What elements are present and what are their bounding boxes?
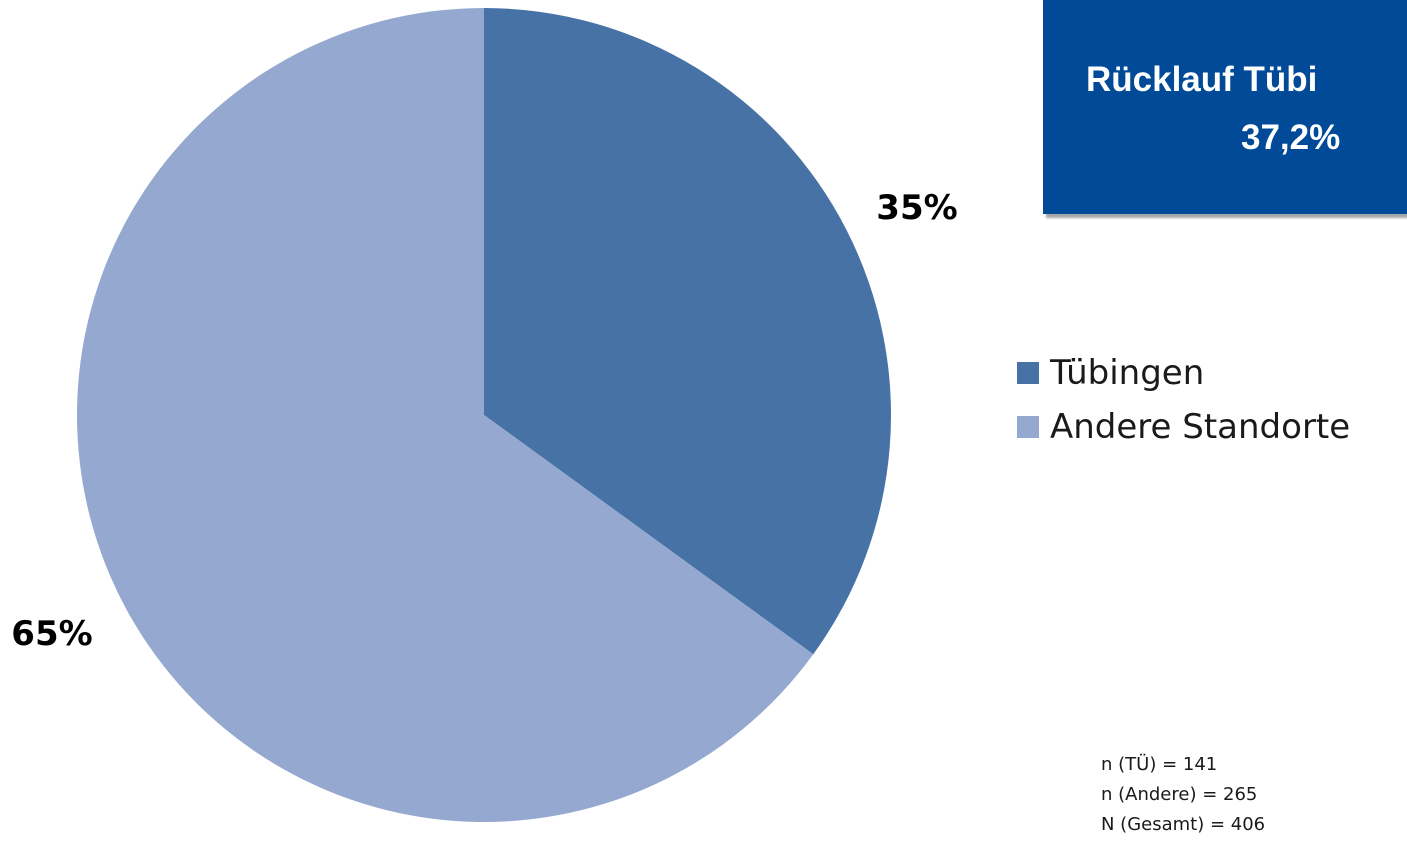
count-line-andere: n (Andere) = 265 (1101, 784, 1258, 805)
count-line-tue: n (TÜ) = 141 (1101, 754, 1218, 775)
data-label-tuebingen: 35% (876, 188, 957, 228)
pie-slice-andere-standorte (77, 8, 814, 823)
legend-label-tuebingen: Tübingen (1050, 353, 1205, 393)
count-line-gesamt: N (Gesamt) = 406 (1101, 814, 1266, 835)
pie-slices (77, 8, 892, 823)
legend-label-andere-standorte: Andere Standorte (1050, 407, 1351, 447)
data-label-andere-standorte: 65% (11, 614, 92, 654)
pie-slice-tuebingen (484, 8, 892, 655)
legend-swatch-tuebingen (1017, 362, 1039, 384)
callout-title: Rücklauf Tübi (1086, 60, 1318, 99)
pie-data-labels: 35% 65% (11, 188, 957, 654)
callout-value: 37,2% (1241, 118, 1341, 157)
response-rate-callout: Rücklauf Tübi 37,2% (1043, 0, 1407, 214)
legend-swatch-andere-standorte (1017, 416, 1039, 438)
sample-size-note: n (TÜ) = 141 n (Andere) = 265 N (Gesamt)… (1101, 750, 1265, 840)
